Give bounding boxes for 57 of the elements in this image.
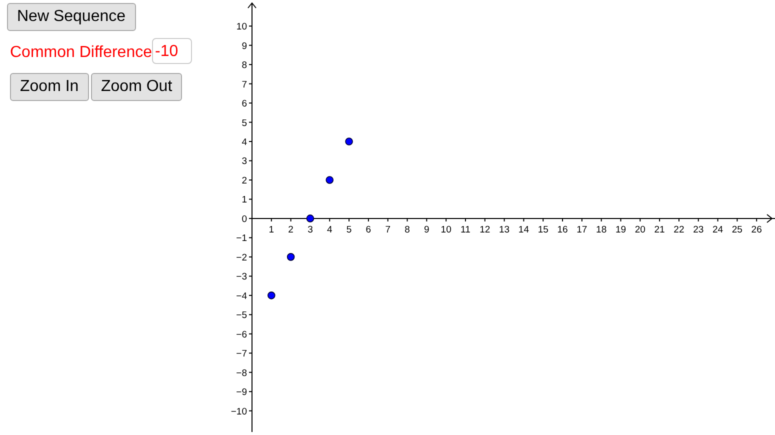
x-tick-label: 6: [366, 224, 372, 236]
y-tick-label: 2: [242, 175, 247, 186]
y-tick-label: 1: [242, 194, 247, 206]
y-tick-label: 8: [242, 60, 247, 72]
text: Zoom Out: [91, 73, 182, 101]
y-tick-label: 4: [242, 137, 247, 148]
x-tick-label: 11: [460, 224, 470, 236]
point: [268, 292, 276, 300]
x-tick-label: 14: [518, 224, 529, 236]
text: New Sequence: [7, 3, 136, 31]
y-tick-label: −3: [236, 272, 247, 283]
y-tick-label: 3: [242, 156, 247, 168]
y-tick-label: −9: [236, 387, 247, 398]
point: [286, 253, 295, 261]
x-tick-label: 21: [654, 224, 665, 236]
y-tick-label: −8: [236, 368, 247, 379]
x-tick-label: 9: [424, 224, 430, 236]
y-tick-label: −4: [236, 290, 247, 302]
y-tick-label: 7: [242, 79, 247, 90]
x-tick-label: 18: [596, 224, 607, 236]
y-tick-label: 5: [242, 118, 247, 129]
x-tick-label: 7: [385, 224, 390, 236]
point: [345, 138, 353, 146]
x-tick-label: 26: [751, 224, 762, 236]
point: [306, 214, 314, 222]
y-tick-label: −1: [236, 233, 247, 244]
text: -10: [152, 38, 192, 64]
text: Zoom In: [10, 73, 89, 101]
x-tick-label: 17: [576, 224, 588, 236]
point: [326, 176, 334, 184]
y-tick-label: −5: [236, 310, 247, 322]
x-tick-label: 10: [440, 224, 452, 236]
text: Common Difference: [10, 44, 152, 62]
x-tick-label: 5: [346, 224, 352, 236]
x-tick-label: 2: [288, 224, 294, 236]
y-tick-label: −10: [230, 406, 247, 418]
y-tick-label: 0: [242, 214, 247, 225]
x-tick-label: 19: [615, 224, 626, 236]
y-tick-label: 6: [242, 98, 247, 110]
y-tick-label: 10: [236, 22, 247, 33]
x-tick-label: 4: [326, 224, 332, 236]
y-tick-label: −6: [236, 329, 247, 340]
y-tick-label: 9: [242, 40, 247, 52]
x-tick-label: 1: [268, 224, 274, 236]
x-tick-label: 23: [693, 224, 704, 236]
x-tick-label: 22: [674, 224, 684, 236]
x-tick-label: 13: [499, 224, 510, 236]
x-tick-label: 8: [404, 224, 410, 236]
x-tick-label: 3: [308, 224, 313, 236]
x-tick-label: 25: [732, 224, 742, 236]
x-tick-label: 16: [557, 224, 568, 236]
x-tick-label: 24: [712, 224, 724, 236]
x-tick-label: 12: [480, 224, 490, 236]
x-tick-label: 15: [538, 224, 548, 236]
x-tick-label: 20: [634, 224, 646, 236]
y-tick-label: −7: [236, 348, 247, 360]
y-tick-label: −2: [236, 252, 247, 264]
